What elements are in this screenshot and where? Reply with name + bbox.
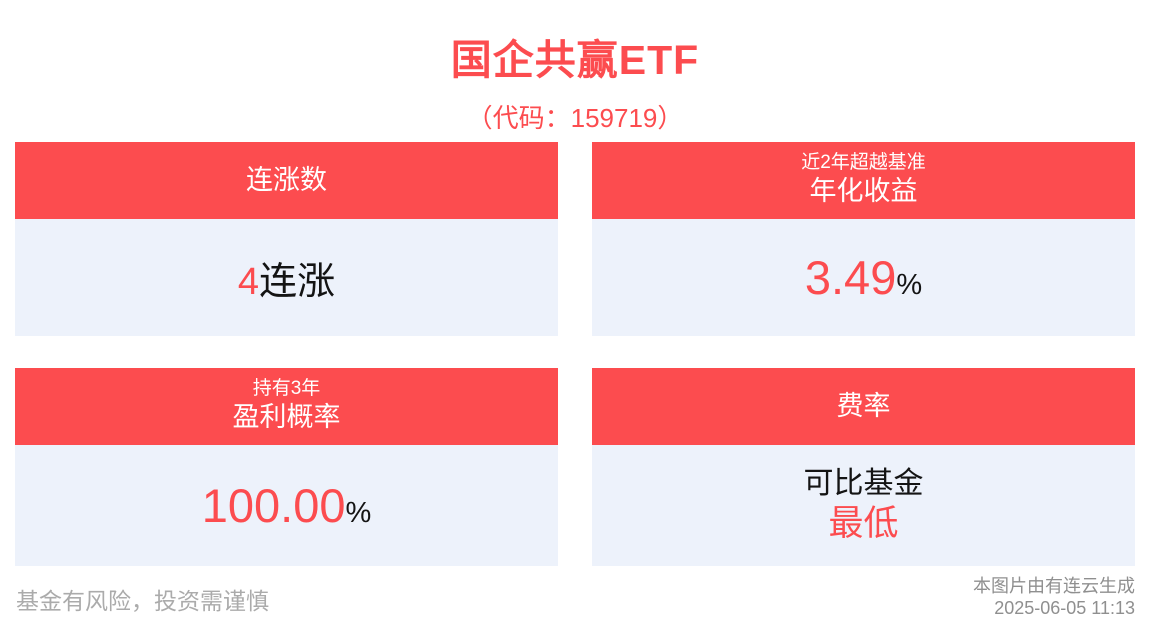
card-annualized-return-header: 近2年超越基准 年化收益 bbox=[592, 142, 1135, 219]
metrics-grid: 连涨数 4 连涨 近2年超越基准 年化收益 3.49% 持有3年 bbox=[15, 142, 1135, 566]
risk-disclaimer: 基金有风险，投资需谨慎 bbox=[16, 588, 269, 614]
card-consecutive-rise-body: 4 连涨 bbox=[15, 219, 558, 336]
metric-value: 3.49 bbox=[804, 251, 897, 304]
card-profit-probability-header: 持有3年 盈利概率 bbox=[15, 368, 558, 445]
card-title-small: 持有3年 bbox=[252, 378, 321, 400]
page-title: 国企共赢ETF bbox=[450, 37, 700, 83]
metric-value-row: 4 连涨 bbox=[238, 250, 335, 305]
timestamp: 2025-06-05 11:13 bbox=[994, 598, 1135, 618]
metric-unit: % bbox=[345, 497, 372, 529]
card-title: 费率 bbox=[836, 390, 891, 421]
metric-unit: 连涨 bbox=[259, 261, 336, 303]
metric-unit: % bbox=[896, 269, 923, 301]
metric-value-line1: 可比基金 bbox=[803, 466, 924, 500]
card-fee-rate: 费率 可比基金 最低 bbox=[592, 368, 1135, 566]
title-block: 国企共赢ETF （代码：159719） bbox=[0, 0, 1150, 135]
card-fee-rate-body: 可比基金 最低 bbox=[592, 445, 1135, 566]
generator-credit: 本图片由有连云生成 2025-06-05 11:13 bbox=[973, 575, 1135, 619]
credit-line: 本图片由有连云生成 bbox=[973, 576, 1135, 596]
metric-value: 4 bbox=[237, 261, 260, 303]
card-title: 连涨数 bbox=[246, 164, 327, 195]
page-subtitle: （代码：159719） bbox=[466, 103, 684, 133]
card-title: 年化收益 bbox=[809, 176, 918, 207]
metric-value-line2: 最低 bbox=[828, 504, 899, 544]
card-annualized-return: 近2年超越基准 年化收益 3.49% bbox=[592, 142, 1135, 336]
card-title: 盈利概率 bbox=[232, 402, 341, 433]
metric-value: 100.00 bbox=[201, 479, 346, 532]
card-profit-probability-body: 100.00% bbox=[15, 445, 558, 566]
card-consecutive-rise: 连涨数 4 连涨 bbox=[15, 142, 558, 336]
card-title-small: 近2年超越基准 bbox=[801, 152, 926, 174]
metric-value-row: 3.49% bbox=[805, 250, 922, 305]
metric-value-row: 100.00% bbox=[202, 478, 372, 533]
card-annualized-return-body: 3.49% bbox=[592, 219, 1135, 336]
card-fee-rate-header: 费率 bbox=[592, 368, 1135, 445]
card-consecutive-rise-header: 连涨数 bbox=[15, 142, 558, 219]
card-profit-probability: 持有3年 盈利概率 100.00% bbox=[15, 368, 558, 566]
